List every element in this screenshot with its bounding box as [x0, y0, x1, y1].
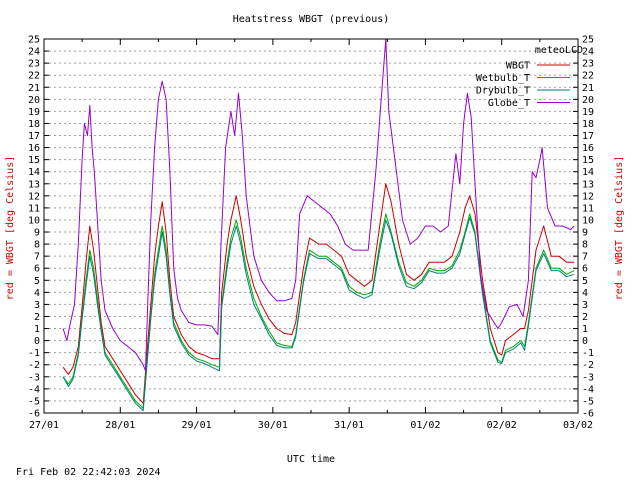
y-tick-label-left: 3: [34, 300, 40, 311]
y-tick-label-left: 13: [28, 179, 40, 190]
y-tick-label-right: 9: [582, 228, 588, 239]
y-tick-label-left: 11: [28, 203, 40, 214]
y-tick-label-left: 5: [34, 276, 40, 287]
x-tick-label: 30/01: [258, 420, 288, 431]
x-tick-label: 03/02: [563, 420, 593, 431]
x-tick-label: 28/01: [105, 420, 135, 431]
y-tick-label-right: 12: [582, 191, 594, 202]
y-tick-label-right: -2: [582, 360, 594, 371]
y-tick-label-left: 25: [28, 35, 40, 46]
timestamp: Fri Feb 02 22:42:03 2024: [16, 467, 161, 478]
y-tick-label-right: 15: [582, 155, 594, 166]
y-tick-label-left: 7: [34, 252, 40, 263]
y-tick-label-left: 14: [28, 167, 40, 178]
legend-title: meteoLCD: [535, 45, 583, 56]
x-tick-label: 29/01: [182, 420, 212, 431]
x-tick-label: 02/02: [487, 420, 517, 431]
legend-label: WBGT: [506, 61, 530, 72]
y-tick-label-right: 8: [582, 240, 588, 251]
x-axis-label: UTC time: [287, 454, 335, 465]
y-tick-label-right: 21: [582, 83, 594, 94]
y-tick-label-left: -3: [28, 372, 40, 383]
y-tick-label-right: -6: [582, 409, 594, 420]
y-tick-label-right: 19: [582, 107, 594, 118]
grid-lines: [44, 50, 578, 402]
y-tick-label-left: 1: [34, 324, 40, 335]
y-tick-label-left: -6: [28, 409, 40, 420]
y-tick-label-right: 24: [582, 47, 594, 58]
y-axis-label-right: red = WBGT [deg Celsius]: [614, 156, 625, 301]
y-tick-label-left: 0: [34, 336, 40, 347]
y-tick-label-right: 7: [582, 252, 588, 263]
y-tick-label-right: 23: [582, 59, 594, 70]
y-tick-label-left: 15: [28, 155, 40, 166]
y-tick-label-left: -4: [28, 384, 40, 395]
series-line-wbgt: [62, 183, 575, 404]
y-tick-label-right: 4: [582, 288, 588, 299]
x-tick-label: 27/01: [29, 420, 59, 431]
y-tick-label-right: -3: [582, 372, 594, 383]
y-tick-label-right: 6: [582, 264, 588, 275]
y-tick-label-right: 14: [582, 167, 594, 178]
y-tick-label-right: 17: [582, 131, 594, 142]
y-tick-label-left: 20: [28, 95, 40, 106]
y-tick-label-right: 20: [582, 95, 594, 106]
y-tick-label-right: 25: [582, 35, 594, 46]
x-tick-label: 01/02: [410, 420, 440, 431]
y-tick-label-right: 18: [582, 119, 594, 130]
x-tick-label: 31/01: [334, 420, 364, 431]
y-tick-label-right: 3: [582, 300, 588, 311]
y-tick-label-left: 10: [28, 215, 40, 226]
legend-label: Drybulb_T: [476, 86, 530, 97]
legend-label: Globe_T: [488, 98, 530, 109]
y-tick-label-right: 22: [582, 71, 594, 82]
series-line-globe-t: [62, 38, 575, 372]
y-tick-label-left: 22: [28, 71, 40, 82]
y-tick-label-left: -2: [28, 360, 40, 371]
y-tick-label-left: 8: [34, 240, 40, 251]
y-tick-label-left: -5: [28, 396, 40, 407]
y-tick-label-left: 18: [28, 119, 40, 130]
y-tick-label-left: 9: [34, 228, 40, 239]
series-line-drybulb-t: [62, 217, 575, 412]
y-tick-label-right: 10: [582, 215, 594, 226]
y-tick-label-right: 1: [582, 324, 588, 335]
y-tick-label-left: 23: [28, 59, 40, 70]
y-tick-label-left: 2: [34, 312, 40, 323]
y-tick-label-left: 4: [34, 288, 40, 299]
y-tick-label-left: 24: [28, 47, 40, 58]
y-tick-label-right: -4: [582, 384, 594, 395]
y-tick-label-right: -5: [582, 396, 594, 407]
legend-label: Wetbulb_T: [476, 73, 530, 84]
y-tick-label-left: 17: [28, 131, 40, 142]
axis-ticks: -6 -6-5 -5-4 -4-3 -3-2 -2-1 -10 01 12 23 34 45 56 67 7…: [28, 35, 594, 432]
y-tick-label-right: 0: [582, 336, 588, 347]
y-tick-label-right: 2: [582, 312, 588, 323]
y-tick-label-left: -1: [28, 348, 40, 359]
chart-title: Heatstress WBGT (previous): [233, 14, 390, 25]
y-tick-label-left: 16: [28, 143, 40, 154]
y-tick-label-right: -1: [582, 348, 594, 359]
y-tick-label-right: 11: [582, 203, 594, 214]
y-tick-label-left: 12: [28, 191, 40, 202]
y-tick-label-right: 5: [582, 276, 588, 287]
series-layer: [62, 38, 575, 412]
y-tick-label-left: 19: [28, 107, 40, 118]
y-tick-label-left: 21: [28, 83, 40, 94]
y-tick-label-left: 6: [34, 264, 40, 275]
y-axis-label-left: red = WBGT [deg Celsius]: [5, 156, 16, 301]
y-tick-label-right: 16: [582, 143, 594, 154]
y-tick-label-right: 13: [582, 179, 594, 190]
